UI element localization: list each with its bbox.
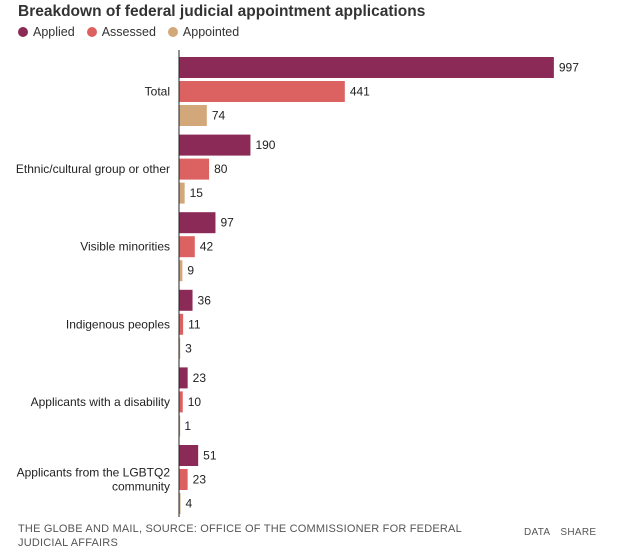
data-label-assessed-visible-minorities: 42 bbox=[200, 240, 214, 254]
bar-assessed-applicants-with-a-disability bbox=[179, 391, 183, 413]
chart-title: Breakdown of federal judicial appointmen… bbox=[18, 3, 426, 20]
legend-item-appointed: Appointed bbox=[167, 25, 240, 39]
category-label-visible-minorities: Visible minorities bbox=[80, 240, 170, 254]
legend-item-applied: Applied bbox=[18, 25, 75, 39]
data-link[interactable]: DATA bbox=[524, 527, 551, 538]
data-label-appointed-visible-minorities: 9 bbox=[187, 264, 194, 278]
category-label-ethnic-cultural-group-or-other: Ethnic/cultural group or other bbox=[16, 162, 170, 176]
bar-applied-visible-minorities bbox=[179, 212, 216, 234]
bar-appointed-applicants-with-a-disability bbox=[179, 415, 181, 437]
data-label-applied-applicants-with-a-disability: 23 bbox=[193, 371, 207, 385]
bar-assessed-applicants-from-the-lgbtq2-community bbox=[179, 469, 188, 490]
category-label-applicants-from-the-lgbtq2-community: Applicants from the LGBTQ2 community bbox=[17, 466, 171, 494]
legend-label-applied: Applied bbox=[33, 25, 75, 39]
bar-applied-ethnic-cultural-group-or-other bbox=[179, 134, 251, 156]
legend-swatch-appointed bbox=[167, 27, 178, 37]
data-label-appointed-indigenous-peoples: 3 bbox=[185, 341, 192, 355]
data-label-applied-total: 997 bbox=[559, 61, 579, 75]
bar-assessed-indigenous-peoples bbox=[179, 313, 184, 335]
share-link[interactable]: SHARE bbox=[560, 527, 597, 538]
category-label-indigenous-peoples: Indigenous peoples bbox=[66, 317, 170, 331]
bar-applied-total bbox=[179, 57, 554, 78]
data-label-assessed-indigenous-peoples: 11 bbox=[188, 317, 201, 331]
data-label-applied-indigenous-peoples: 36 bbox=[198, 293, 212, 307]
bar-applied-applicants-with-a-disability bbox=[179, 367, 188, 389]
data-label-assessed-applicants-from-the-lgbtq2-community: 23 bbox=[193, 473, 207, 487]
legend-swatch-assessed bbox=[86, 27, 97, 37]
bar-appointed-indigenous-peoples bbox=[179, 337, 181, 359]
legend-label-appointed: Appointed bbox=[182, 25, 240, 39]
bar-appointed-total bbox=[179, 105, 207, 126]
legend-item-assessed: Assessed bbox=[86, 25, 156, 39]
data-label-appointed-ethnic-cultural-group-or-other: 15 bbox=[190, 186, 204, 200]
bar-assessed-visible-minorities bbox=[179, 236, 195, 258]
data-label-assessed-total: 441 bbox=[350, 85, 370, 99]
legend-swatch-applied bbox=[18, 27, 28, 37]
footer-actions: DATA SHARE bbox=[524, 527, 596, 538]
data-label-appointed-applicants-from-the-lgbtq2-community: 4 bbox=[186, 497, 193, 511]
data-label-assessed-ethnic-cultural-group-or-other: 80 bbox=[214, 162, 228, 176]
data-label-applied-visible-minorities: 97 bbox=[220, 216, 234, 230]
bar-assessed-total bbox=[179, 81, 345, 102]
source-note: THE GLOBE AND MAIL, SOURCE: OFFICE OF TH… bbox=[18, 523, 462, 549]
category-label-total: Total bbox=[145, 85, 170, 99]
data-label-appointed-applicants-with-a-disability: 1 bbox=[184, 419, 191, 433]
data-label-applied-ethnic-cultural-group-or-other: 190 bbox=[255, 138, 275, 152]
bar-applied-indigenous-peoples bbox=[179, 289, 193, 311]
bar-appointed-applicants-from-the-lgbtq2-community bbox=[179, 493, 181, 514]
data-label-assessed-applicants-with-a-disability: 10 bbox=[188, 395, 202, 409]
data-label-appointed-total: 74 bbox=[212, 109, 226, 123]
bar-assessed-ethnic-cultural-group-or-other bbox=[179, 158, 210, 180]
legend: Applied Assessed Appointed bbox=[18, 25, 239, 39]
bar-applied-applicants-from-the-lgbtq2-community bbox=[179, 445, 199, 466]
data-label-applied-applicants-from-the-lgbtq2-community: 51 bbox=[203, 449, 217, 463]
legend-label-assessed: Assessed bbox=[101, 25, 156, 39]
bar-appointed-ethnic-cultural-group-or-other bbox=[179, 182, 185, 204]
category-label-applicants-with-a-disability: Applicants with a disability bbox=[31, 395, 170, 409]
bar-appointed-visible-minorities bbox=[179, 260, 183, 282]
